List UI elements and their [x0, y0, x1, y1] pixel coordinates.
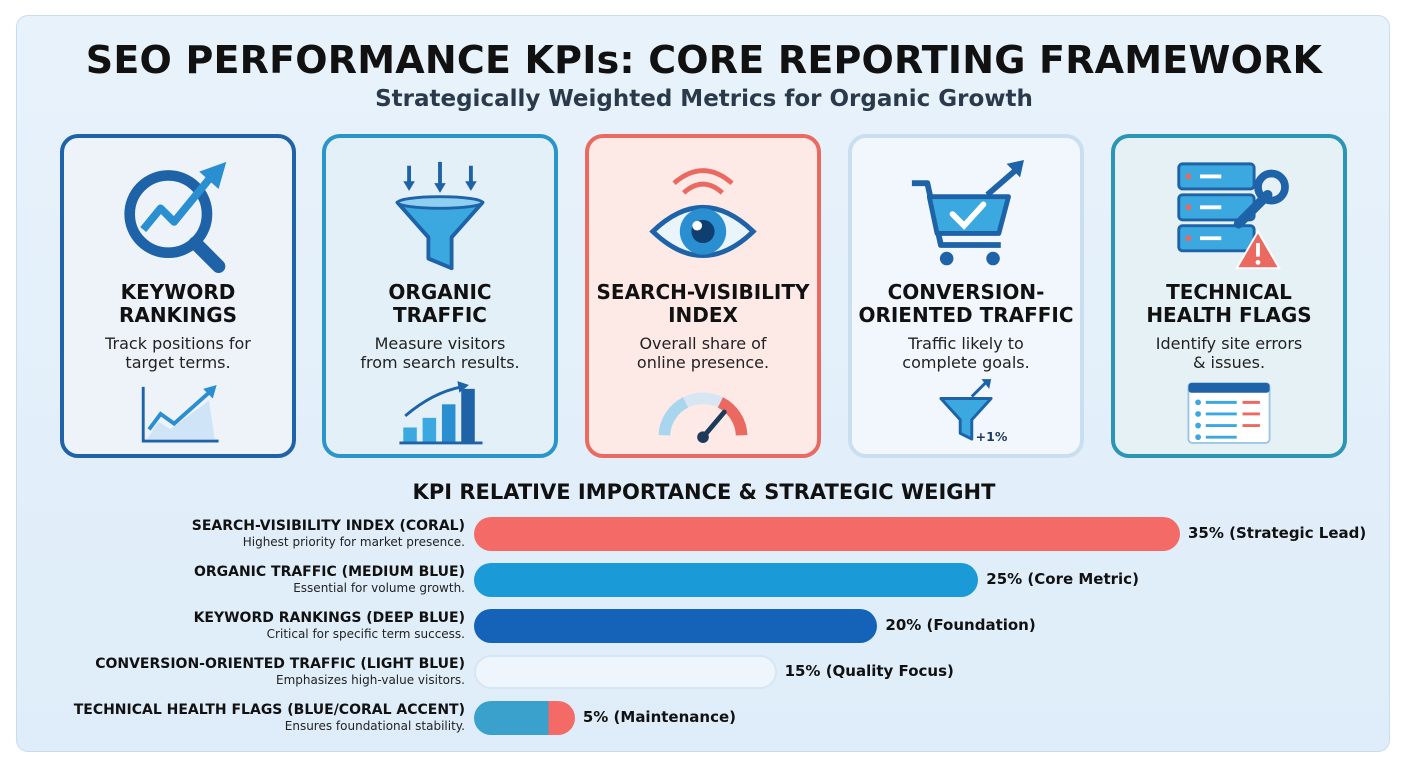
- server-wrench-warning-icon: [1177, 162, 1289, 270]
- checklist-icon: [1187, 382, 1271, 444]
- bar-value-label: 20% (Foundation): [885, 616, 1036, 634]
- bar-category-label: CONVERSION-ORIENTED TRAFFIC (LIGHT BLUE): [95, 656, 465, 672]
- bar-description-label: Essential for volume growth.: [293, 581, 465, 595]
- chart-title: KPI RELATIVE IMPORTANCE & STRATEGIC WEIG…: [412, 480, 996, 504]
- bar-description-label: Highest priority for market presence.: [242, 535, 465, 549]
- card-description: Track positions for target terms.: [105, 334, 251, 372]
- bar-description-label: Emphasizes high-value visitors.: [275, 673, 465, 687]
- kpi-card-technical-health: TECHNICAL HEALTH FLAGS Identify site erro…: [1111, 134, 1347, 458]
- bar-label: ORGANIC TRAFFIC (MEDIUM BLUE) Essential f…: [5, 564, 465, 595]
- card-title: CONVERSION- ORIENTED TRAFFIC: [858, 280, 1074, 327]
- card-title: ORGANIC TRAFFIC: [388, 280, 492, 327]
- bar-category-label: TECHNICAL HEALTH FLAGS (BLUE/CORAL ACCEN…: [73, 702, 465, 718]
- bar-value-label: 15% (Quality Focus): [784, 662, 954, 680]
- conversion-lift-label: +1%: [976, 429, 1008, 444]
- bar-label: CONVERSION-ORIENTED TRAFFIC (LIGHT BLUE)…: [5, 656, 465, 687]
- funnel-icon: [395, 161, 485, 271]
- bar: [474, 517, 1180, 551]
- gauge-icon: [658, 392, 748, 443]
- kpi-card-conversion-traffic: CONVERSION- ORIENTED TRAFFIC Traffic like…: [848, 134, 1084, 458]
- card-title: KEYWORD RANKINGS: [118, 280, 238, 327]
- bar: [474, 563, 979, 597]
- eye-icon: [649, 168, 757, 259]
- bar-category-label: KEYWORD RANKINGS (DEEP BLUE): [193, 610, 465, 626]
- card-description: Traffic likely to complete goals.: [902, 334, 1030, 372]
- bar-chart-icon: [399, 381, 483, 445]
- bar-description-label: Ensures foundational stability.: [284, 719, 465, 733]
- bar-category-label: ORGANIC TRAFFIC (MEDIUM BLUE): [193, 564, 465, 580]
- card-title: TECHNICAL HEALTH FLAGS: [1146, 280, 1312, 327]
- bar-label: TECHNICAL HEALTH FLAGS (BLUE/CORAL ACCEN…: [5, 702, 465, 733]
- card-description: Measure visitors from search results.: [360, 334, 520, 372]
- kpi-card-keyword-rankings: KEYWORD RANKINGS Track positions for targe…: [60, 134, 296, 458]
- bar-category-label: SEARCH-VISIBILITY INDEX (CORAL): [191, 518, 465, 534]
- bar-label: SEARCH-VISIBILITY INDEX (CORAL) Highest p…: [5, 518, 465, 549]
- card-description: Overall share of online presence.: [636, 334, 770, 372]
- magnifier-trend-icon: [124, 161, 227, 274]
- kpi-card-organic-traffic: ORGANIC TRAFFIC Measure visitors from sear…: [322, 134, 558, 458]
- bar: [474, 655, 777, 689]
- page-subtitle: Strategically Weighted Metrics for Organ…: [375, 86, 1033, 112]
- card-description: Identify site errors & issues.: [1155, 334, 1303, 372]
- bar-value-label: 5% (Maintenance): [582, 708, 737, 726]
- kpi-card-search-visibility: SEARCH-VISIBILITY INDEX Overall share of o…: [585, 134, 821, 458]
- bar-description-label: Critical for specific term success.: [266, 627, 465, 641]
- bar-label: KEYWORD RANKINGS (DEEP BLUE) Critical for…: [5, 610, 465, 641]
- line-chart-icon: [141, 384, 219, 443]
- page-title: SEO PERFORMANCE KPIs: CORE REPORTING FRA…: [85, 38, 1323, 82]
- bar-value-label: 25% (Core Metric): [986, 570, 1139, 588]
- funnel-plus-icon: +1%: [939, 379, 1008, 444]
- bar: [474, 609, 878, 643]
- bar-value-label: 35% (Strategic Lead): [1188, 524, 1367, 542]
- bar: [474, 701, 575, 735]
- cart-trend-icon: [911, 160, 1024, 266]
- card-title: SEARCH-VISIBILITY INDEX: [596, 280, 810, 327]
